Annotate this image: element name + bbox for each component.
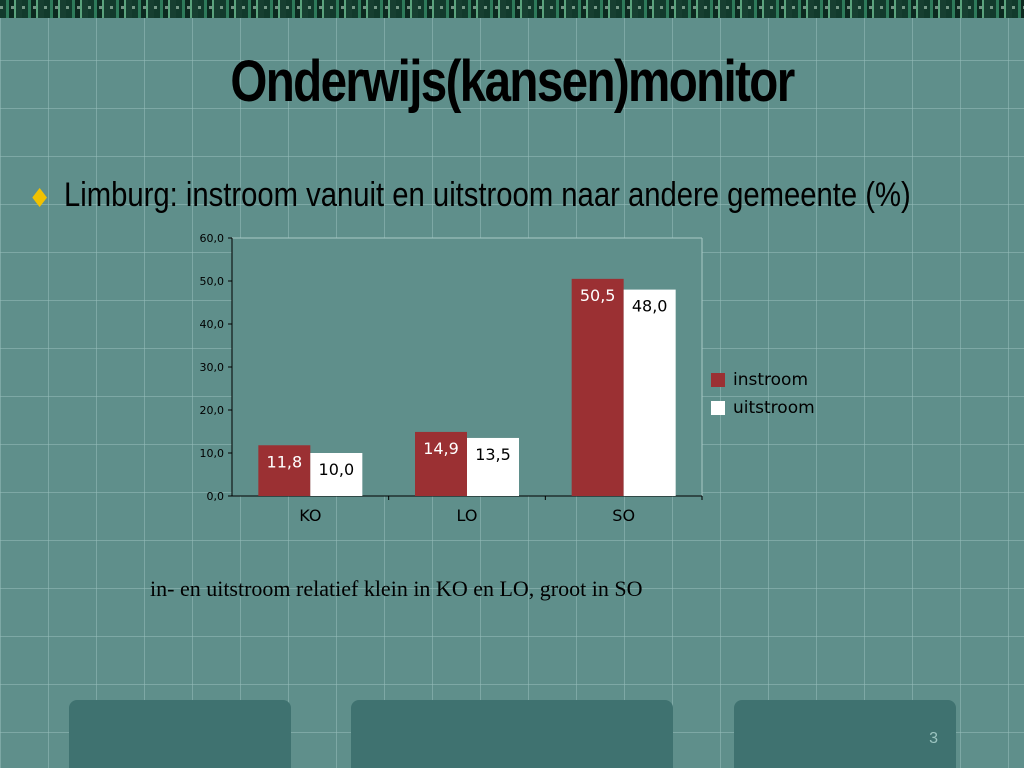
x-tick-label: SO (612, 506, 635, 525)
footer-panel-right: 3 (734, 700, 956, 768)
bar-instroom-KO (258, 445, 311, 496)
data-label-instroom-KO: 11,8 (267, 452, 303, 471)
legend-label: uitstroom (733, 398, 815, 418)
data-label-uitstroom-LO: 13,5 (475, 445, 511, 464)
slide-number: 3 (929, 730, 938, 747)
data-label-uitstroom-SO: 48,0 (632, 297, 668, 316)
bar-instroom-SO (571, 278, 624, 496)
data-label-instroom-SO: 50,5 (580, 286, 616, 305)
legend-item-uitstroom: uitstroom (711, 394, 815, 422)
chart-caption: in- en uitstroom relatief klein in KO en… (150, 576, 643, 601)
y-tick-label: 50,0 (200, 275, 225, 288)
y-tick-label: 0,0 (207, 490, 225, 503)
y-tick-label: 60,0 (200, 232, 225, 245)
bar-uitstroom-LO (467, 437, 519, 496)
data-label-uitstroom-KO: 10,0 (319, 460, 355, 479)
chart-legend: instroom uitstroom (711, 366, 815, 422)
legend-label: instroom (733, 370, 808, 390)
legend-item-instroom: instroom (711, 366, 815, 394)
y-tick-label: 20,0 (200, 404, 225, 417)
footer-panel-left (69, 700, 291, 768)
x-tick-label: KO (299, 506, 321, 525)
footer-panel-center (351, 700, 673, 768)
bullet-text: Limburg: instroom vanuit en uitstroom na… (64, 176, 911, 214)
data-label-instroom-LO: 14,9 (423, 439, 459, 458)
y-tick-label: 30,0 (200, 361, 225, 374)
slide-title: Onderwijs(kansen)monitor (230, 49, 795, 114)
legend-swatch (711, 401, 725, 415)
bar-chart: 0,0 10,0 20,0 30,0 40,0 50,0 60,0 11,8 10,0 KO 14,… (200, 232, 703, 525)
bar-instroom-LO (415, 431, 467, 496)
diamond-bullet-icon: ♦ (28, 184, 52, 214)
bar-uitstroom-SO (623, 289, 676, 496)
bar-uitstroom-KO (310, 453, 363, 496)
y-tick-label: 10,0 (200, 447, 225, 460)
legend-swatch (711, 373, 725, 387)
circuit-board-banner (0, 0, 1024, 18)
y-tick-label: 40,0 (200, 318, 225, 331)
x-tick-label: LO (457, 506, 478, 525)
